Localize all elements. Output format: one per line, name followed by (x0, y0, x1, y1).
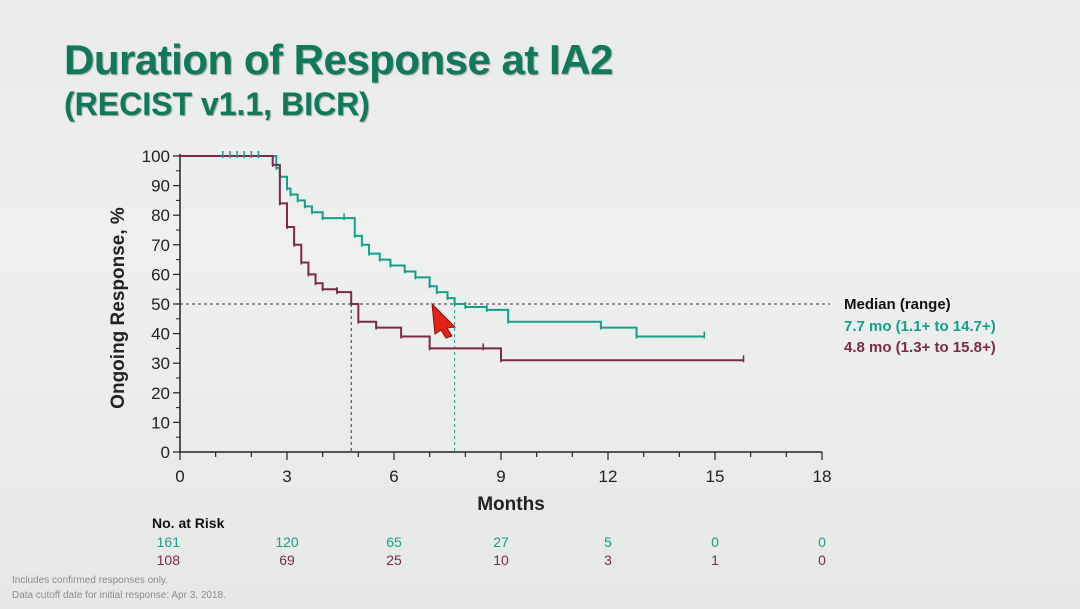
at-risk-value: 0 (711, 534, 719, 550)
y-tick-label: 80 (151, 206, 170, 225)
pointer-arrow-icon (431, 302, 457, 339)
y-tick-label: 100 (142, 147, 170, 166)
slide-subtitle: (RECIST v1.1, BICR) (64, 86, 370, 122)
x-tick-label: 6 (389, 467, 398, 486)
at-risk-value: 3 (604, 552, 612, 568)
at-risk-value: 161 (157, 534, 181, 550)
at-risk-value: 1 (711, 552, 719, 568)
footnote-confirmed: Includes confirmed responses only. (12, 575, 169, 586)
y-tick-label: 50 (151, 295, 170, 314)
x-tick-label: 18 (813, 467, 832, 486)
at-risk-value: 27 (493, 534, 509, 550)
at-risk-value: 10 (493, 552, 509, 568)
x-tick-label: 3 (282, 467, 291, 486)
at-risk-value: 25 (386, 552, 402, 568)
y-axis-title: Ongoing Response, % (108, 207, 129, 409)
y-tick-label: 70 (151, 236, 170, 255)
x-tick-label: 15 (706, 467, 725, 486)
y-tick-label: 90 (151, 177, 170, 196)
legend-entry: 7.7 mo (1.1+ to 14.7+) (844, 318, 996, 335)
y-tick-label: 30 (151, 354, 170, 373)
legend-title: Median (range) (844, 296, 951, 313)
y-tick-label: 60 (151, 265, 170, 284)
y-tick-label: 20 (151, 384, 170, 403)
x-axis-title: Months (477, 494, 545, 515)
km-curve-maroon (180, 155, 744, 362)
at-risk-value: 120 (275, 534, 299, 550)
footnote-cutoff: Data cutoff date for initial response: A… (12, 590, 226, 601)
x-tick-label: 9 (496, 467, 505, 486)
y-tick-label: 0 (161, 443, 170, 462)
at-risk-value: 0 (818, 552, 826, 568)
at-risk-value: 5 (604, 534, 612, 550)
x-tick-label: 12 (599, 467, 618, 486)
x-tick-label: 0 (175, 467, 184, 486)
at-risk-label: No. at Risk (152, 515, 225, 531)
y-tick-label: 40 (151, 325, 170, 344)
y-tick-label: 10 (151, 413, 170, 432)
at-risk-value: 69 (279, 552, 295, 568)
at-risk-value: 65 (386, 534, 402, 550)
at-risk-value: 0 (818, 534, 826, 550)
slide-title: Duration of Response at IA2 (64, 36, 613, 83)
at-risk-value: 108 (157, 552, 181, 568)
legend-entry: 4.8 mo (1.3+ to 15.8+) (844, 339, 996, 356)
km-curve-teal (180, 155, 705, 338)
